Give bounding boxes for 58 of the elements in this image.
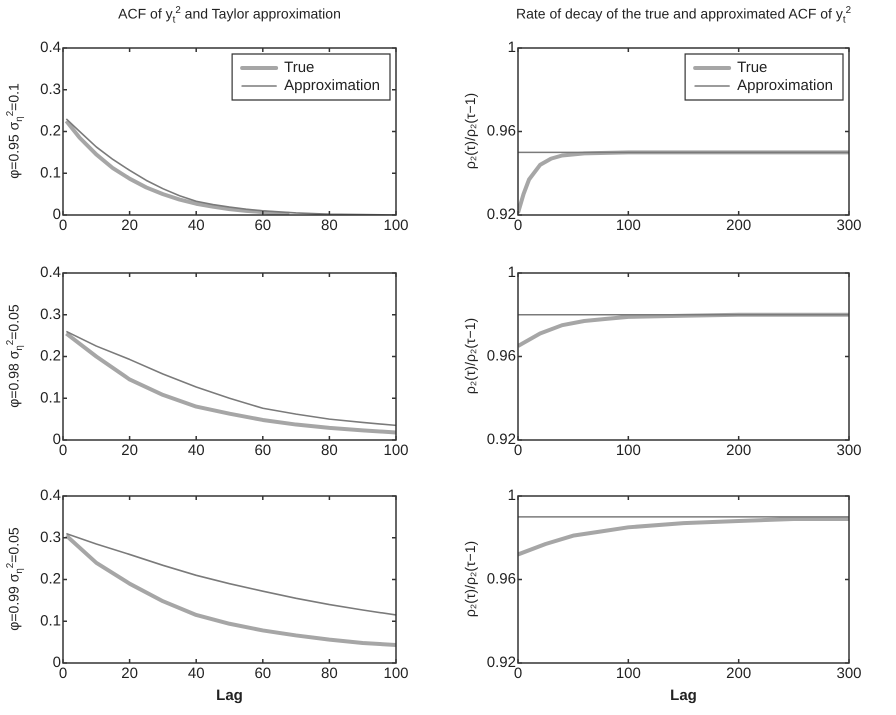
- y-tick-label: 1: [508, 264, 516, 282]
- y-tick-label: 0.2: [40, 122, 61, 140]
- x-tick-label: 200: [726, 665, 752, 682]
- y-tick-label: 0.96: [486, 570, 516, 588]
- x-tick-label: 60: [254, 665, 272, 682]
- y-tick-label: 0.4: [40, 39, 61, 56]
- y-tick-label: 0.92: [486, 206, 516, 224]
- y-tick-label: 0.1: [40, 389, 61, 406]
- x-tick-label: 200: [726, 442, 752, 460]
- y-tick-label: 0.92: [486, 654, 516, 672]
- y-tick-label: 1: [508, 487, 516, 504]
- y-tick-label: 0: [52, 654, 61, 672]
- y-tick-label: 0.96: [486, 348, 516, 365]
- x-axis-title: Lag: [216, 687, 243, 704]
- y-tick-label: 0: [52, 431, 61, 448]
- x-tick-label: 20: [121, 217, 138, 234]
- legend-label: True: [737, 59, 768, 76]
- x-tick-label: 40: [188, 442, 205, 460]
- x-tick-label: 300: [836, 442, 862, 460]
- x-tick-label: 100: [383, 217, 409, 234]
- x-tick-label: 100: [616, 665, 641, 682]
- y-tick-label: 1: [508, 39, 516, 56]
- x-tick-label: 80: [321, 217, 338, 234]
- y-tick-label: 0.3: [40, 528, 61, 546]
- y-tick-label: 0.1: [40, 164, 61, 182]
- x-tick-label: 80: [321, 665, 338, 682]
- y-tick-label: 0.3: [40, 80, 61, 98]
- y-axis-title: ρ₂(τ)/ρ₂(τ−1): [462, 92, 478, 170]
- x-tick-label: 60: [254, 442, 272, 460]
- y-tick-label: 0.96: [486, 122, 516, 140]
- y-tick-label: 0.2: [40, 348, 61, 365]
- y-tick-label: 0.92: [486, 431, 516, 448]
- y-axis-title: ρ₂(τ)/ρ₂(τ−1): [462, 318, 478, 394]
- x-tick-label: 60: [254, 217, 272, 234]
- legend-label: True: [284, 59, 314, 76]
- x-tick-label: 300: [836, 665, 862, 682]
- legend-label: Approximation: [737, 77, 834, 94]
- y-tick-label: 0: [52, 206, 61, 224]
- x-tick-label: 100: [616, 442, 641, 460]
- x-tick-label: 300: [836, 217, 862, 234]
- y-tick-label: 0.2: [40, 570, 61, 588]
- y-tick-label: 0.1: [40, 612, 61, 630]
- x-tick-label: 80: [321, 442, 338, 460]
- x-tick-label: 100: [383, 442, 409, 460]
- y-tick-label: 0.3: [40, 306, 61, 323]
- x-tick-label: 100: [616, 217, 641, 234]
- y-tick-label: 0.4: [40, 487, 61, 504]
- x-tick-label: 40: [188, 217, 205, 234]
- chart-title: ACF of y$_{t}$$^{2}$ and Taylor approximation: [118, 5, 341, 26]
- x-tick-label: 20: [121, 442, 138, 460]
- x-tick-label: 40: [188, 665, 205, 682]
- x-tick-label: 200: [726, 217, 752, 234]
- y-axis-title: ρ₂(τ)/ρ₂(τ−1): [462, 540, 478, 618]
- x-axis-title: Lag: [670, 687, 697, 704]
- y-tick-label: 0.4: [40, 264, 61, 282]
- x-tick-label: 20: [121, 665, 138, 682]
- x-tick-label: 100: [383, 665, 409, 682]
- legend-label: Approximation: [284, 77, 380, 94]
